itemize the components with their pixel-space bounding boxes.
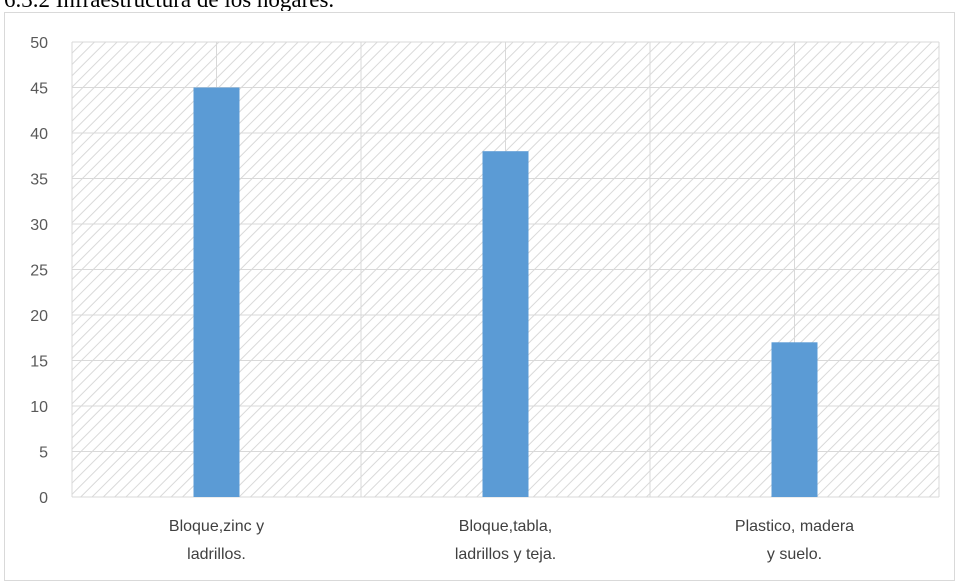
y-tick-label: 20 <box>30 308 48 325</box>
y-tick-label: 25 <box>30 263 48 280</box>
bar-1 <box>194 88 240 498</box>
bar-3 <box>772 342 818 497</box>
x-category-label: Plastico, madera y suelo. <box>735 518 854 563</box>
x-category-label: Bloque,zinc y ladrillos. <box>169 518 264 563</box>
y-tick-label: 50 <box>30 35 48 52</box>
x-category-label: Bloque,tabla, ladrillos y teja. <box>455 518 556 563</box>
y-tick-label: 0 <box>39 490 48 507</box>
y-tick-label: 30 <box>30 217 48 234</box>
bar-2 <box>483 151 529 497</box>
y-tick-label: 5 <box>39 445 48 462</box>
y-tick-label: 40 <box>30 126 48 143</box>
y-tick-label: 10 <box>30 399 48 416</box>
y-tick-label: 15 <box>30 354 48 371</box>
y-tick-label: 45 <box>30 81 48 98</box>
y-tick-label: 35 <box>30 172 48 189</box>
